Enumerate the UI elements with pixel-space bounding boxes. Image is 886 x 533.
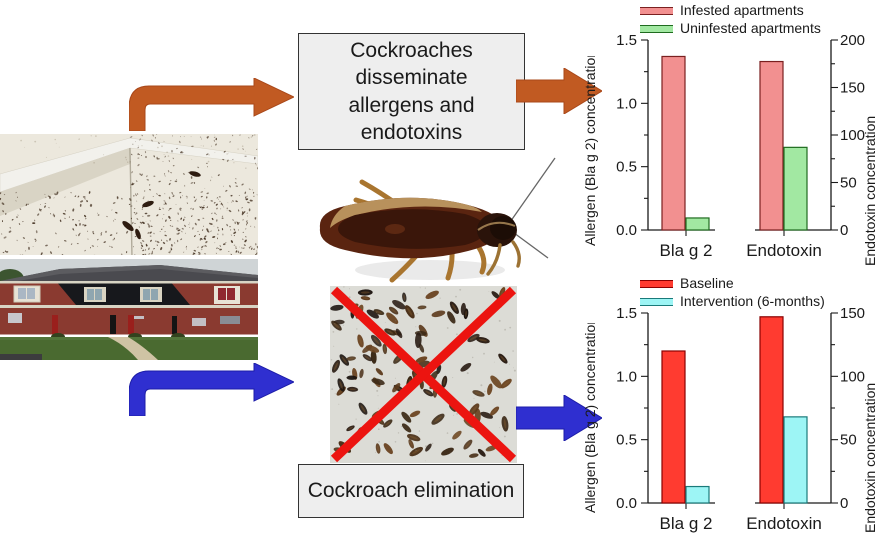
svg-text:0.0: 0.0 [616,495,637,512]
svg-text:1.5: 1.5 [616,32,637,49]
svg-text:0: 0 [840,495,848,512]
svg-text:1.5: 1.5 [616,305,637,322]
svg-text:Bla g 2: Bla g 2 [660,241,713,260]
svg-text:1.0: 1.0 [616,95,637,112]
svg-text:50: 50 [840,432,857,449]
svg-text:Endotoxin: Endotoxin [746,241,822,260]
svg-text:Bla g 2: Bla g 2 [660,514,713,533]
svg-text:0.0: 0.0 [616,222,637,239]
svg-text:1.0: 1.0 [616,368,637,385]
svg-text:0.5: 0.5 [616,159,637,176]
svg-text:Endotoxin: Endotoxin [746,514,822,533]
svg-text:50: 50 [840,175,857,192]
svg-text:0: 0 [840,222,848,239]
svg-text:0.5: 0.5 [616,432,637,449]
